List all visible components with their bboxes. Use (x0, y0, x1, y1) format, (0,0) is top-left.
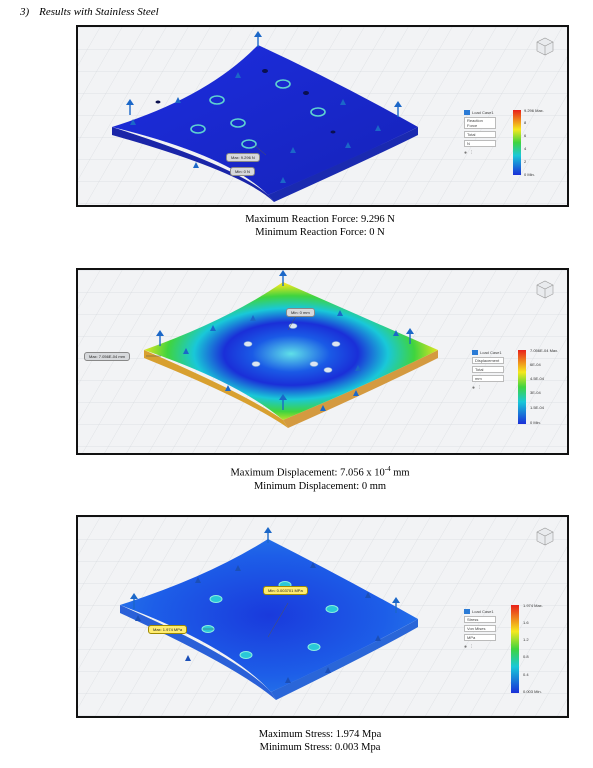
unit-dropdown[interactable]: mm (472, 375, 504, 382)
scale-tick: 8 (524, 120, 527, 125)
scale-tick: 0.8 (523, 654, 529, 659)
min-reaction-force-text: Minimum Reaction Force: 0 N (255, 227, 385, 238)
section-title: Results with Stainless Steel (39, 6, 159, 18)
check-icon (472, 350, 478, 355)
max-probe-label: Max: 9.296 N (226, 153, 260, 162)
result-legend-panel: Load Case1 Reaction Force Total N ● ⫶ (464, 110, 496, 156)
unit-dropdown[interactable]: MPa (464, 634, 496, 641)
scale-tick: 2 (524, 159, 527, 164)
scale-max-label: 1.974 Max. (523, 603, 543, 608)
max-probe-label: Max: 7.056E-04 mm (84, 352, 131, 361)
result-component-dropdown[interactable]: Total (472, 366, 504, 373)
hole-markers (201, 581, 339, 659)
scale-tick: 0.4 (523, 672, 529, 677)
min-displacement-text: Minimum Displacement: 0 mm (253, 480, 387, 492)
load-case-dropdown[interactable]: Load Case1 (480, 350, 502, 355)
min-probe-label: Min: 0.003701 MPa (263, 586, 308, 595)
reaction-force-caption: Maximum Reaction Force: 9.296 N Minimum … (0, 213, 593, 239)
load-case-dropdown[interactable]: Load Case1 (472, 110, 494, 115)
scale-tick: 6 (524, 133, 527, 138)
scale-tick: 4.5E-04 (530, 376, 545, 381)
scale-max-label: 7.056E-04 Max. (530, 348, 559, 353)
plate-side (144, 350, 288, 428)
constraint-cones (130, 72, 381, 183)
probe-icon[interactable]: ● (464, 150, 468, 156)
scale-tick: 1.5E-04 (530, 405, 545, 410)
max-displacement-text: Maximum Displacement: 7.056 x 10-4 mm (230, 465, 410, 479)
scale-tick: 1.2 (523, 637, 529, 642)
hole-markers (243, 323, 341, 373)
scale-tick: 3E-04 (530, 390, 541, 395)
result-component-dropdown[interactable]: Von Mises (464, 625, 496, 632)
displacement-caption: Maximum Displacement: 7.056 x 10-4 mm Mi… (0, 463, 593, 493)
plate-surface (120, 539, 418, 692)
plate-side (268, 127, 418, 202)
scale-tick: 6E-04 (530, 362, 541, 367)
chart-icon[interactable]: ⫶ (479, 385, 481, 391)
min-probe-label: Min: 0 mm (286, 308, 315, 317)
plate-surface (144, 282, 438, 420)
result-type-dropdown[interactable]: Reaction Force (464, 117, 496, 129)
probe-leader (253, 144, 267, 156)
check-icon (464, 110, 470, 115)
max-stress-text: Maximum Stress: 1.974 Mpa (258, 729, 382, 740)
scale-tick: 1.6 (523, 620, 529, 625)
max-reaction-force-text: Maximum Reaction Force: 9.296 N (245, 214, 395, 225)
section-heading: 3) Results with Stainless Steel (20, 6, 159, 18)
chart-icon[interactable]: ⫶ (471, 644, 473, 650)
load-case-dropdown[interactable]: Load Case1 (472, 609, 494, 614)
hole-markers (190, 79, 326, 149)
section-number: 3) (20, 6, 30, 18)
reaction-force-figure: Max: 9.296 N Min: 0 N Load Case1 Reactio… (76, 25, 569, 207)
stress-caption: Maximum Stress: 1.974 Mpa Minimum Stress… (0, 728, 593, 754)
load-arrows (126, 31, 402, 117)
constraint-cones (183, 310, 399, 411)
scale-min-label: 0 Min. (524, 172, 535, 177)
scale-min-label: 0 Min. (530, 420, 541, 425)
viewcube-icon[interactable] (533, 278, 557, 300)
plate-side (271, 619, 418, 700)
color-scale-bar (511, 605, 519, 693)
scale-min-label: 0.003 Min. (523, 689, 542, 694)
max-probe-label: Max: 1.974 MPa (148, 625, 188, 634)
viewcube-icon[interactable] (533, 35, 557, 57)
load-arrows (156, 270, 414, 410)
min-probe-label: Min: 0 N (230, 167, 255, 176)
scale-max-label: 9.296 Max. (524, 108, 544, 113)
result-type-dropdown[interactable]: Displacement (472, 357, 504, 364)
probe-leader (287, 315, 297, 331)
check-icon (464, 609, 470, 614)
result-type-dropdown[interactable]: Stress (464, 616, 496, 623)
probe-icon[interactable]: ● (472, 385, 476, 391)
probe-leader (267, 602, 289, 638)
color-scale-bar (518, 350, 526, 424)
stress-figure: Min: 0.003701 MPa Max: 1.974 MPa Load Ca… (76, 515, 569, 718)
result-legend-panel: Load Case1 Displacement Total mm ● ⫶ (472, 350, 504, 391)
unit-dropdown[interactable]: N (464, 140, 496, 147)
result-legend-panel: Load Case1 Stress Von Mises MPa ● ⫶ (464, 609, 496, 650)
reaction-force-render (78, 27, 567, 205)
scale-tick: 4 (524, 146, 527, 151)
displacement-figure: Max: 7.056E-04 mm Min: 0 mm Load Case1 D… (76, 268, 569, 455)
probe-icon[interactable]: ● (464, 644, 468, 650)
min-stress-text: Minimum Stress: 0.003 Mpa (259, 742, 381, 753)
plate-side (112, 127, 274, 202)
hole-markers (155, 69, 336, 134)
chart-icon[interactable]: ⫶ (471, 150, 473, 156)
viewcube-icon[interactable] (533, 525, 557, 547)
plate-surface (112, 45, 418, 195)
result-component-dropdown[interactable]: Total (464, 131, 496, 138)
load-arrows (130, 527, 400, 613)
constraint-cones (135, 562, 381, 683)
color-scale-bar (513, 110, 521, 175)
